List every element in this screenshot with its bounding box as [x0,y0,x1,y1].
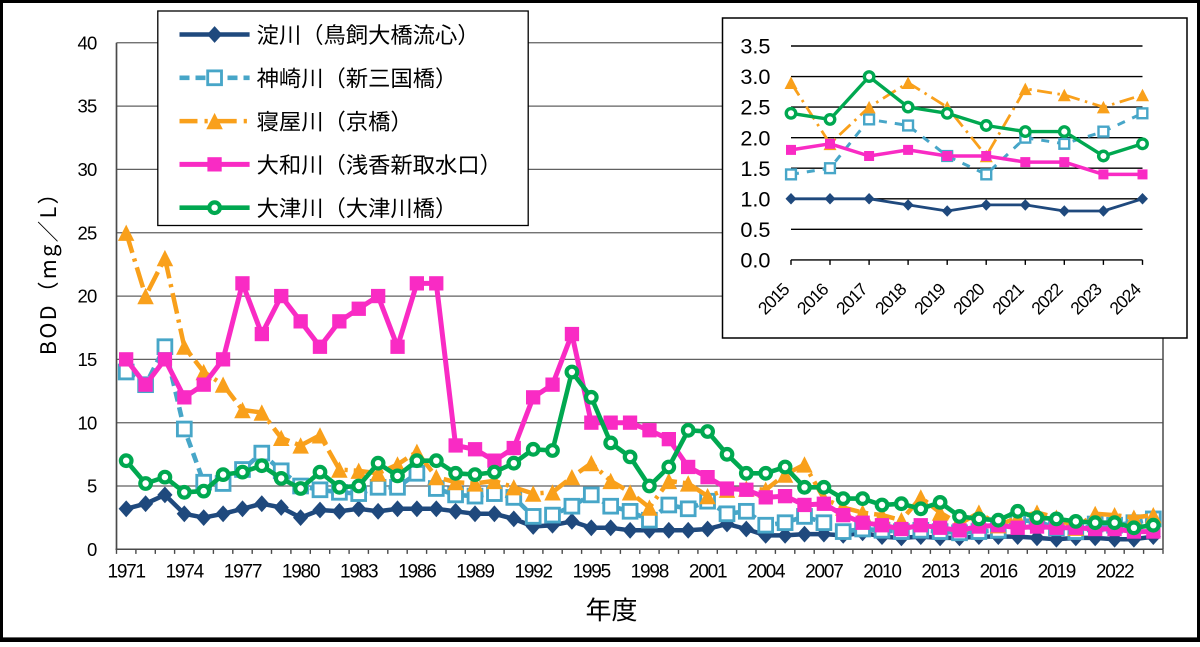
svg-text:10: 10 [78,412,97,433]
svg-text:2.0: 2.0 [740,125,770,150]
svg-text:40: 40 [78,32,97,53]
svg-text:2019: 2019 [1038,562,1076,583]
svg-text:0.0: 0.0 [740,248,770,273]
svg-text:1998: 1998 [631,562,669,583]
svg-text:2.5: 2.5 [740,95,770,120]
svg-text:3.5: 3.5 [740,34,770,59]
svg-text:1971: 1971 [107,562,145,583]
svg-text:1.5: 1.5 [740,156,770,181]
svg-text:5: 5 [87,476,97,497]
svg-text:1.0: 1.0 [740,186,770,211]
svg-text:0.5: 0.5 [740,217,770,242]
svg-text:30: 30 [78,159,97,180]
svg-text:1980: 1980 [282,562,320,583]
svg-text:3.0: 3.0 [740,64,770,89]
svg-text:25: 25 [78,222,97,243]
svg-text:2007: 2007 [805,562,843,583]
svg-text:1977: 1977 [224,562,262,583]
svg-text:2016: 2016 [980,562,1018,583]
svg-text:2013: 2013 [921,562,959,583]
svg-text:2022: 2022 [1096,562,1134,583]
svg-text:2010: 2010 [863,562,901,583]
svg-text:1986: 1986 [398,562,436,583]
svg-text:1974: 1974 [166,562,205,583]
svg-text:1992: 1992 [514,562,552,583]
svg-text:1989: 1989 [456,562,494,583]
svg-text:15: 15 [78,349,97,370]
svg-text:20: 20 [78,286,97,307]
svg-text:1995: 1995 [573,562,611,583]
svg-text:1983: 1983 [340,562,378,583]
svg-text:2004: 2004 [747,562,786,583]
svg-text:35: 35 [78,96,97,117]
svg-text:2001: 2001 [689,562,727,583]
svg-text:0: 0 [87,539,97,560]
